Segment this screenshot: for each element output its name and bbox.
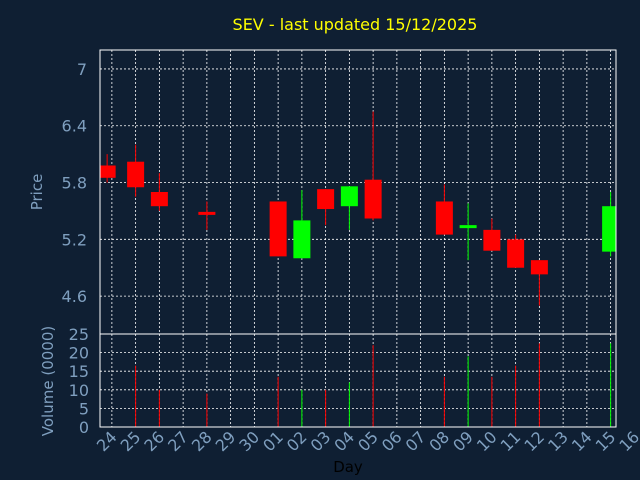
price-tick-label: 5.8 [62, 174, 87, 193]
candle-body-down [364, 179, 382, 219]
candle-body-up [340, 186, 358, 207]
x-axis-label: Day [333, 458, 363, 476]
volume-tick-label: 20 [69, 344, 89, 363]
candle-body-down [435, 201, 453, 235]
candle-body-up [602, 206, 616, 252]
price-tick-label: 6.4 [62, 117, 87, 136]
candle-body-down [269, 201, 287, 257]
volume-tick-label: 5 [79, 399, 89, 418]
price-tick-label: 4.6 [62, 287, 87, 306]
candle-body-down [127, 161, 145, 188]
candle-body-down [483, 229, 501, 251]
candle-body-up [293, 220, 311, 259]
price-tick-label: 7 [77, 60, 87, 79]
volume-tick-label: 10 [69, 381, 89, 400]
volume-tick-label: 25 [69, 325, 89, 344]
candle-body-down [317, 189, 335, 210]
volume-tick-label: 0 [79, 418, 89, 437]
candle-body-down [530, 260, 548, 275]
x-axis: 2425262728293001020304050607080910111213… [93, 427, 640, 455]
price-axis-label: Price [28, 174, 46, 211]
chart-title: SEV - last updated 15/12/2025 [233, 15, 478, 34]
price-tick-label: 5.2 [62, 230, 87, 249]
candle-body-down [100, 165, 116, 178]
candle-body-down [198, 211, 216, 215]
volume-axis-label: Volume (0000) [39, 326, 57, 436]
candle-body-down [507, 239, 525, 268]
volume-tick-label: 15 [69, 362, 89, 381]
price-panel: 4.6 5.2 5.8 6.4 7 [62, 49, 617, 335]
candle-body-down [150, 192, 168, 207]
candle-body-up [459, 225, 477, 229]
volume-plot-border [99, 333, 617, 428]
